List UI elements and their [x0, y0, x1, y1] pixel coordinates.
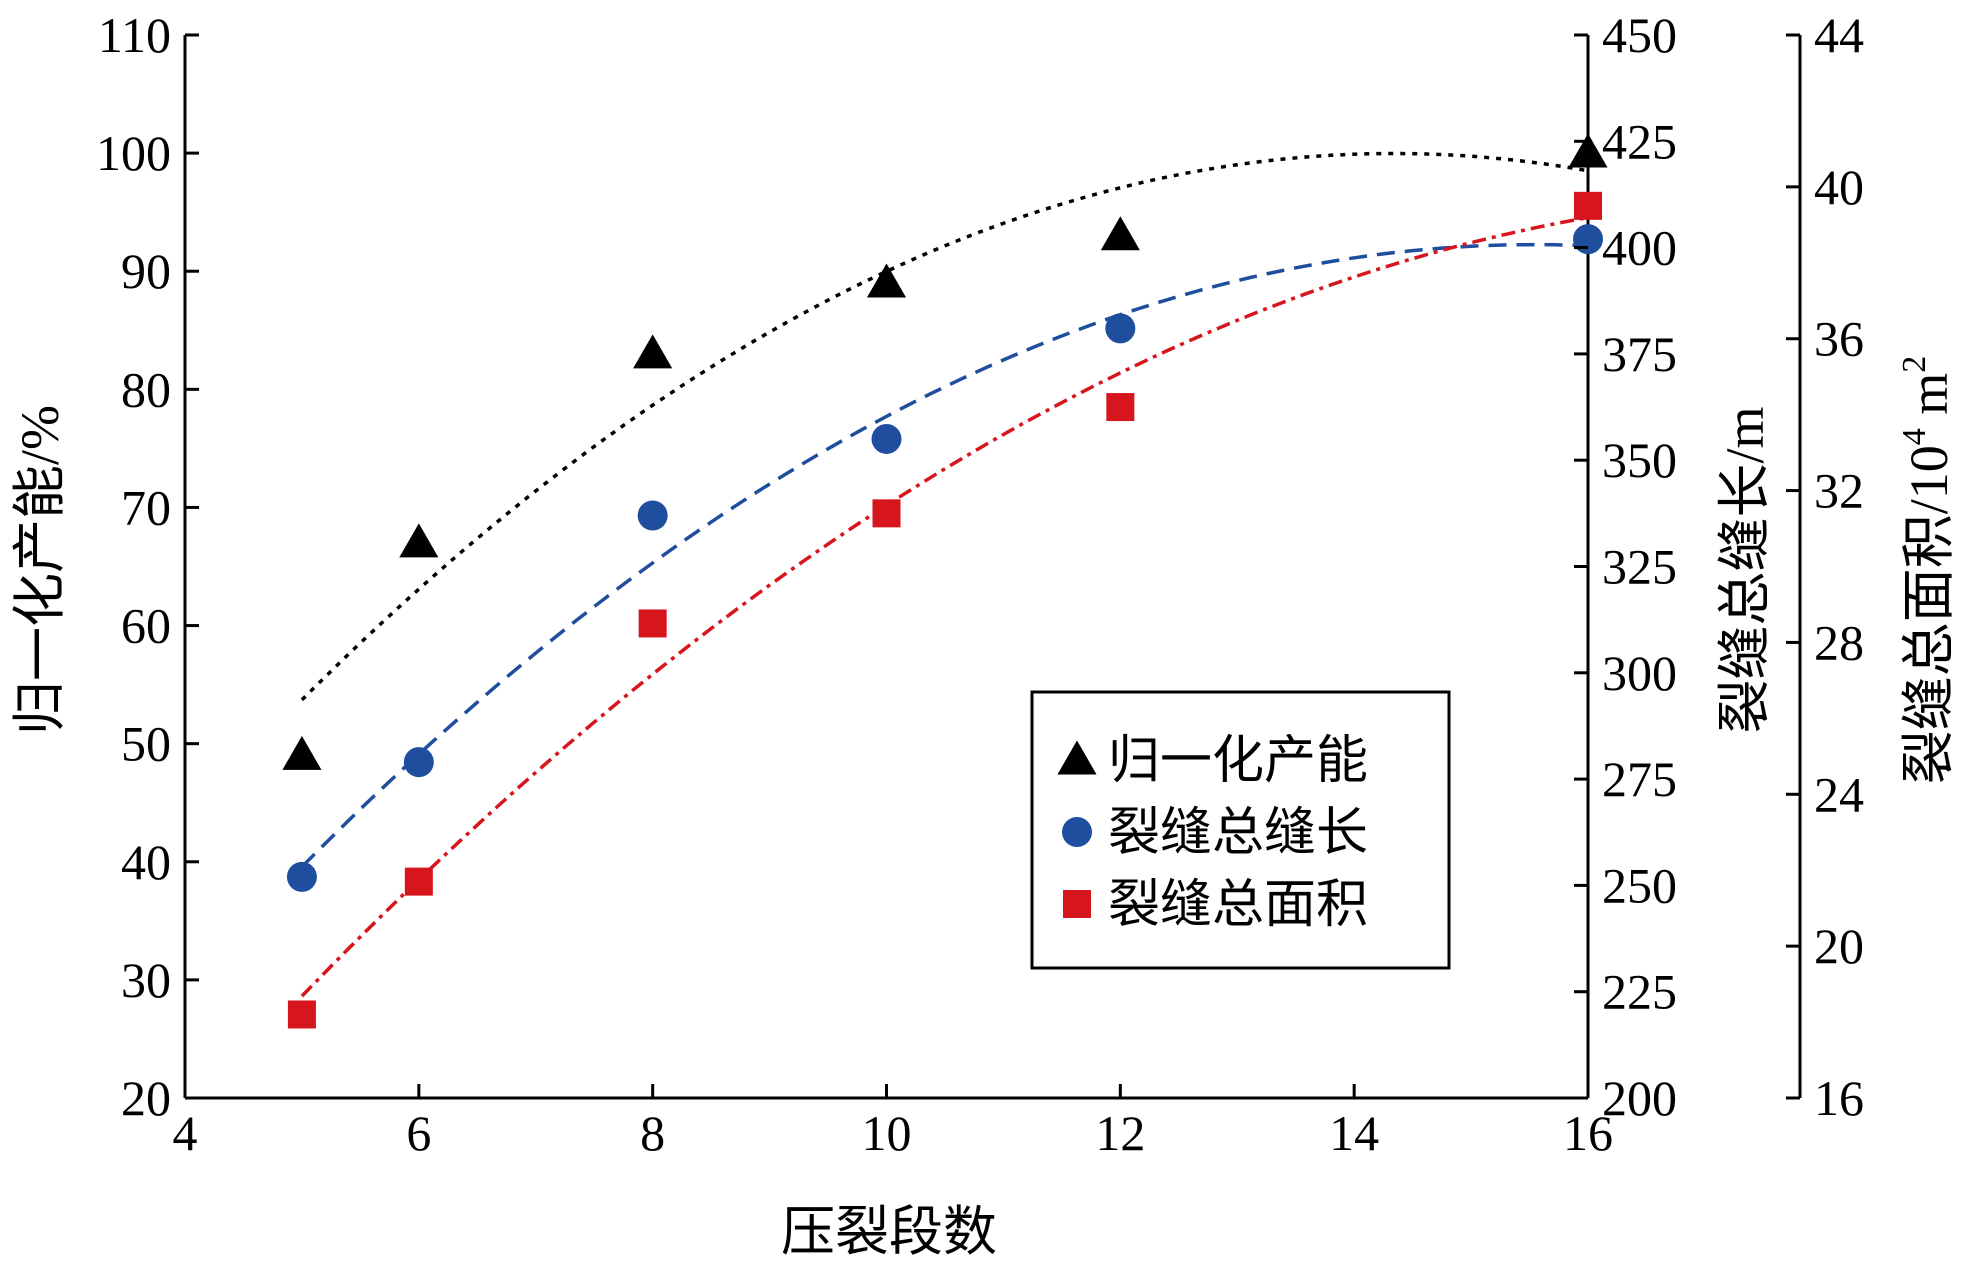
- data-point-series-1: [286, 861, 317, 892]
- y-right1-tick-label: 325: [1602, 539, 1677, 595]
- data-point-series-2: [638, 609, 667, 638]
- y-right1-tick-label: 225: [1602, 964, 1677, 1020]
- axis-ticks: 4 6 8 10 12 14 16 20 30 40 50 60 70 80 90 100 110 200 225 2…: [96, 7, 1864, 1161]
- data-point-series-0: [866, 263, 907, 298]
- y-axis-right2-title-sup: 4: [1896, 428, 1933, 445]
- y-right2-tick-label: 32: [1814, 463, 1864, 519]
- y-right1-tick-label: 200: [1602, 1070, 1677, 1126]
- legend-label-1: 裂缝总缝长: [1108, 805, 1368, 862]
- y-axis-left-title: 归一化产能/%: [10, 405, 70, 735]
- y-left-tick-label: 50: [121, 716, 171, 772]
- legend-label-2: 裂缝总面积: [1108, 877, 1368, 934]
- x-tick-label: 6: [406, 1105, 431, 1161]
- data-point-series-1: [871, 423, 902, 454]
- y-right2-tick-label: 40: [1814, 159, 1864, 215]
- data-point-series-2: [872, 499, 901, 528]
- data-point-series-2: [1106, 393, 1135, 422]
- legend-box: [1030, 690, 1451, 970]
- data-point-series-1: [637, 500, 668, 531]
- trend-line-series-1: [300, 242, 1589, 869]
- y-left-tick-label: 100: [96, 125, 171, 181]
- x-tick-label: 8: [640, 1105, 665, 1161]
- y-axis-right1-title: 裂缝总缝长/m: [1715, 406, 1775, 733]
- y-left-tick-label: 60: [121, 598, 171, 654]
- y-right2-tick-label: 44: [1814, 7, 1864, 63]
- plot-frame: [183, 35, 1802, 1100]
- y-right2-tick-label: 24: [1814, 766, 1864, 822]
- legend-marker-0: [1057, 740, 1097, 775]
- y-right1-tick-label: 350: [1602, 432, 1677, 488]
- y-right2-tick-label: 28: [1814, 614, 1864, 670]
- y-right1-tick-label: 275: [1602, 751, 1677, 807]
- y-right1-tick-label: 300: [1602, 645, 1677, 701]
- y-axis-right2-title: 裂缝总面积/104 m2: [1896, 356, 1959, 785]
- y-left-tick-label: 110: [98, 7, 171, 63]
- y-right2-tick-label: 36: [1814, 311, 1864, 367]
- trend-line-series-2: [300, 215, 1589, 998]
- y-axis-right2-title-sup2: 2: [1896, 356, 1933, 373]
- y-left-tick-label: 30: [121, 952, 171, 1008]
- data-point-series-1: [403, 747, 434, 778]
- y-left-tick-label: 20: [121, 1070, 171, 1126]
- data-point-series-2: [1574, 191, 1602, 220]
- x-tick-label: 4: [173, 1105, 198, 1161]
- data-point-series-0: [282, 735, 322, 770]
- data-point-series-0: [633, 334, 673, 369]
- y-right1-tick-label: 375: [1602, 326, 1677, 382]
- trend-lines: [300, 151, 1589, 998]
- y-left-tick-label: 70: [121, 479, 171, 535]
- legend-marker-2: [1063, 890, 1091, 918]
- data-point-series-1: [1105, 313, 1136, 344]
- data-point-series-1: [1573, 224, 1603, 255]
- y-axis-right2-title-unit: m: [1899, 373, 1959, 429]
- y-right2-tick-label: 16: [1814, 1070, 1864, 1126]
- data-markers: [282, 133, 1608, 1029]
- x-axis-title: 压裂段数: [781, 1202, 997, 1262]
- x-tick-label: 12: [1095, 1105, 1145, 1161]
- y-right2-tick-label: 20: [1814, 918, 1864, 974]
- data-point-series-2: [404, 867, 433, 896]
- trend-line-series-0: [300, 151, 1589, 702]
- legend-marker-1: [1062, 817, 1092, 847]
- x-tick-label: 10: [862, 1105, 912, 1161]
- y-right1-tick-label: 400: [1602, 220, 1677, 276]
- y-right1-tick-label: 450: [1602, 7, 1677, 63]
- y-left-tick-label: 80: [121, 361, 171, 417]
- y-left-tick-label: 90: [121, 243, 171, 299]
- data-point-series-0: [1100, 216, 1140, 251]
- x-tick-label: 16: [1563, 1105, 1613, 1161]
- data-point-series-0: [399, 523, 439, 558]
- y-right1-tick-label: 425: [1602, 113, 1677, 169]
- data-point-series-2: [287, 1000, 316, 1029]
- x-tick-label: 14: [1329, 1105, 1379, 1161]
- y-left-tick-label: 40: [121, 834, 171, 890]
- y-axis-right2-title-main: 裂缝总面积/10: [1899, 445, 1959, 784]
- data-point-series-0: [1568, 133, 1608, 168]
- legend-label-0: 归一化产能: [1108, 733, 1368, 790]
- y-right1-tick-label: 250: [1602, 857, 1677, 913]
